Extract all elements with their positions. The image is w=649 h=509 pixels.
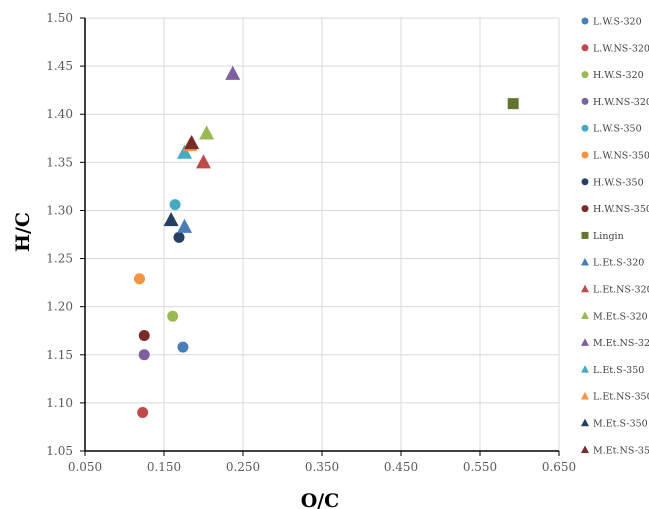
legend-item: H.W.NS-320 (581, 97, 649, 108)
legend-item: L.Et.NS-320 (581, 285, 649, 296)
data-point (184, 134, 200, 150)
legend-item: L.W.S-320 (581, 17, 642, 28)
data-point (196, 154, 211, 169)
legend-marker (581, 17, 589, 25)
data-point (225, 65, 241, 80)
data-point (137, 407, 149, 419)
legend-item: H.W.NS-350 (581, 204, 649, 215)
legend-item: L.W.NS-320 (581, 43, 649, 54)
legend-label: L.Et.S-350 (593, 365, 644, 376)
data-point (134, 273, 146, 285)
y-tick-label: 1.50 (46, 11, 73, 25)
legend-label: H.W.NS-350 (593, 204, 649, 215)
data-point (138, 349, 150, 361)
data-point (507, 98, 519, 110)
legend-item: L.W.NS-350 (581, 151, 649, 162)
y-tick-labels: 1.05 1.10 1.15 1.20 1.25 1.30 1.35 1.40 1.45 1.50 (46, 11, 73, 458)
legend-marker (581, 391, 589, 400)
legend-marker (581, 365, 589, 373)
legend-marker (581, 257, 589, 266)
y-tick-label: 1.30 (46, 203, 73, 217)
y-tick-label: 1.25 (46, 252, 73, 266)
legend-label: Lingin (593, 231, 624, 242)
data-point (169, 199, 181, 211)
legend-label: H.W.S-320 (593, 70, 644, 81)
legend-item: H.W.S-320 (581, 70, 644, 81)
legend-label: L.Et.NS-350 (593, 392, 649, 403)
data-point (199, 125, 215, 140)
data-point (177, 144, 193, 159)
legend-label: L.W.S-350 (593, 124, 642, 135)
legend: L.W.S-320 L.W.NS-320 H.W.S-320 H.W.NS-320 L.… (581, 17, 649, 456)
y-tick-label: 1.20 (46, 300, 73, 314)
data-point (173, 231, 185, 243)
legend-label: M.Et.NS-320 (593, 338, 649, 349)
x-tick-labels: 0.050 0.150 0.250 0.350 0.450 0.550 0.650 (68, 460, 576, 474)
legend-item: Lingin (581, 231, 624, 242)
data-points (134, 65, 519, 419)
legend-item: M.Et.NS-320 (581, 338, 649, 349)
y-axis-title: H/C (12, 212, 34, 252)
legend-label: H.W.S-350 (593, 177, 644, 188)
legend-label: L.Et.S-320 (593, 258, 644, 269)
grid-lines (85, 17, 560, 451)
legend-marker (581, 178, 589, 186)
legend-label: M.Et.S-320 (593, 311, 648, 322)
x-axis-title: O/C (301, 490, 340, 509)
legend-item: L.Et.S-350 (581, 365, 644, 376)
legend-marker (581, 284, 589, 293)
data-point (163, 211, 179, 227)
legend-label: L.W.NS-320 (593, 43, 649, 54)
legend-label: M.Et.NS-350 (593, 445, 649, 456)
data-point (138, 330, 150, 342)
axes (80, 17, 560, 456)
legend-marker (581, 311, 589, 320)
legend-marker (581, 71, 589, 79)
legend-label: H.W.NS-320 (593, 97, 649, 108)
y-tick-label: 1.45 (46, 59, 73, 73)
data-point (177, 341, 189, 353)
x-tick-label: 0.250 (226, 460, 260, 474)
legend-marker (581, 418, 589, 427)
x-tick-label: 0.350 (305, 460, 339, 474)
legend-item: M.Et.S-350 (581, 419, 648, 430)
legend-marker (581, 97, 589, 105)
legend-marker (581, 44, 589, 52)
x-tick-label: 0.650 (542, 460, 576, 474)
legend-label: L.W.S-320 (593, 17, 642, 28)
legend-marker (581, 338, 589, 346)
legend-marker (581, 231, 589, 239)
y-tick-label: 1.05 (46, 444, 73, 458)
legend-marker (581, 124, 589, 132)
legend-marker (581, 151, 589, 159)
legend-item: M.Et.S-320 (581, 311, 648, 322)
y-tick-label: 1.35 (46, 155, 73, 169)
y-tick-label: 1.15 (46, 348, 73, 362)
legend-label: M.Et.S-350 (593, 419, 648, 430)
y-tick-label: 1.10 (46, 396, 73, 410)
data-point (177, 218, 193, 233)
legend-item: L.Et.NS-350 (581, 392, 649, 403)
legend-item: H.W.S-350 (581, 177, 644, 188)
y-tick-label: 1.40 (46, 107, 73, 121)
x-tick-label: 0.050 (68, 460, 102, 474)
x-tick-label: 0.150 (147, 460, 181, 474)
legend-label: L.W.NS-350 (593, 151, 649, 162)
legend-label: L.Et.NS-320 (593, 285, 649, 296)
data-point (167, 310, 179, 322)
x-tick-label: 0.550 (463, 460, 497, 474)
x-tick-label: 0.450 (384, 460, 418, 474)
legend-marker (581, 205, 589, 213)
legend-item: L.W.S-350 (581, 124, 642, 135)
legend-item: L.Et.S-320 (581, 258, 644, 269)
legend-item: M.Et.NS-350 (581, 445, 649, 456)
legend-marker (581, 445, 589, 454)
